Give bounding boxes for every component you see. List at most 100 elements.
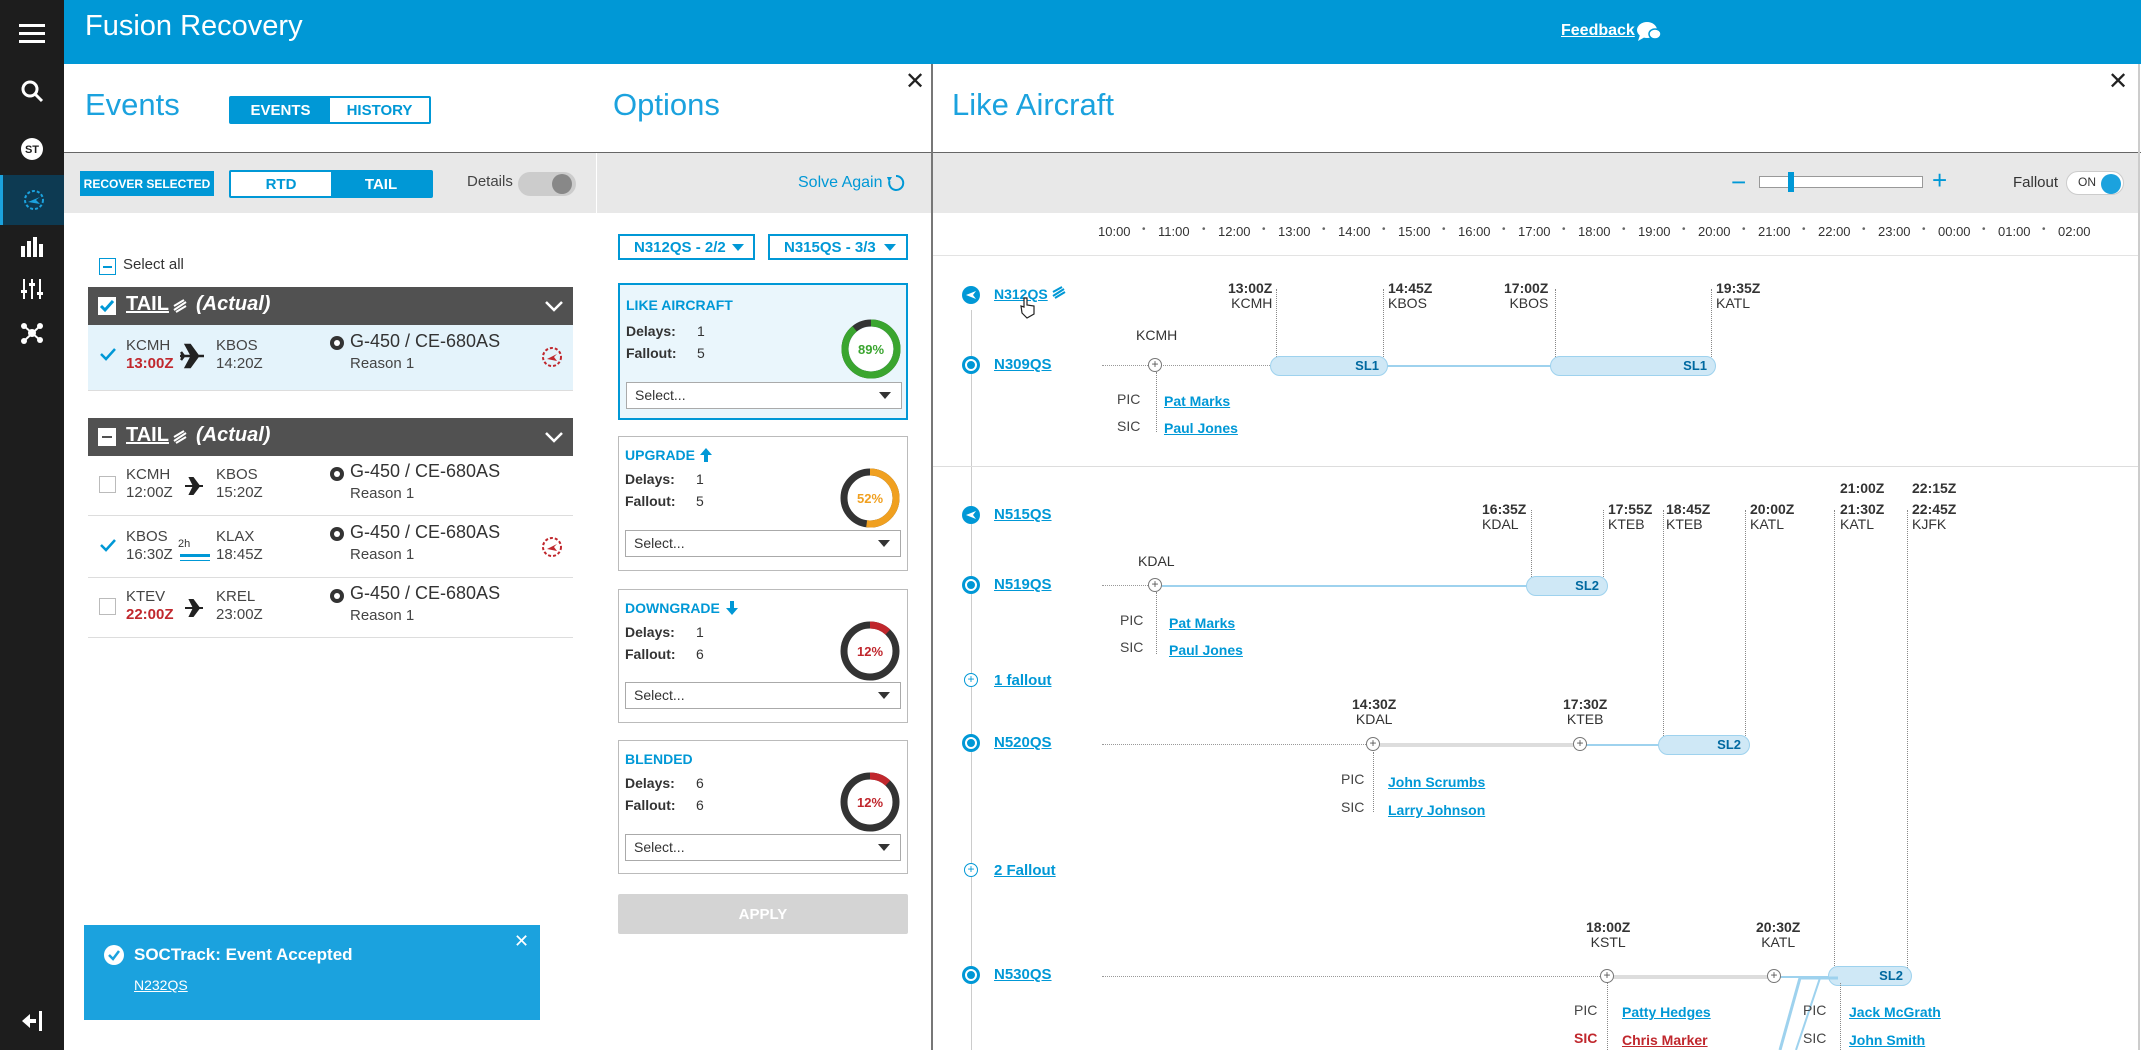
row-checkbox[interactable] xyxy=(99,598,116,615)
sic-crew-link[interactable]: Larry Johnson xyxy=(1388,802,1486,818)
add-node-icon[interactable]: + xyxy=(1600,969,1614,983)
pic-crew-link[interactable]: John Scrumbs xyxy=(1388,774,1486,790)
close-toast-icon[interactable]: ✕ xyxy=(514,931,530,951)
feedback-icon[interactable] xyxy=(1636,21,1662,43)
segment-bar[interactable]: SL1 xyxy=(1550,356,1716,376)
pic-crew-link[interactable]: Jack McGrath xyxy=(1849,1004,1941,1020)
check-icon[interactable] xyxy=(100,347,116,361)
segment-bar[interactable]: SL1 xyxy=(1270,356,1388,376)
option-card-upgrade[interactable]: UPGRADE Delays: 1 Fallout: 5 52% Select.… xyxy=(618,436,908,571)
menu-icon[interactable] xyxy=(0,8,64,58)
tab-rtd[interactable]: RTD xyxy=(231,172,331,196)
delays-value: 6 xyxy=(696,775,704,791)
feedback-link[interactable]: Feedback xyxy=(1561,22,1635,39)
zoom-in-icon[interactable]: + xyxy=(1932,165,1948,195)
tail-dropdown[interactable]: N312QS - 2/2 xyxy=(618,234,755,260)
fallout-link[interactable]: 2 Fallout xyxy=(994,862,1056,879)
check-circle-icon xyxy=(104,945,124,965)
details-toggle[interactable] xyxy=(518,172,576,196)
option-card-downgrade[interactable]: DOWNGRADE Delays: 1 Fallout: 6 12% Selec… xyxy=(618,589,908,723)
segment-bar[interactable]: SL2 xyxy=(1828,966,1912,986)
chart-icon[interactable] xyxy=(0,222,64,272)
tab-history[interactable]: HISTORY xyxy=(330,98,429,122)
st-icon[interactable]: ST xyxy=(0,124,64,174)
fallout-toggle[interactable]: ON xyxy=(2066,171,2124,195)
event-tail-link[interactable]: N312QS xyxy=(994,286,1048,302)
sic-label: SIC xyxy=(1120,639,1144,655)
pic-crew-link[interactable]: Pat Marks xyxy=(1164,393,1231,409)
fallout-label: Fallout: xyxy=(625,646,676,662)
option-select[interactable]: Select... xyxy=(625,530,901,557)
add-node-icon[interactable]: + xyxy=(1767,969,1781,983)
sic-crew-link[interactable]: Paul Jones xyxy=(1169,642,1243,658)
expand-fallout-icon[interactable]: + xyxy=(964,673,978,687)
recover-selected-button[interactable]: RECOVER SELECTED xyxy=(80,171,214,196)
option-select[interactable]: Select... xyxy=(625,682,901,709)
recovery-icon[interactable] xyxy=(0,175,64,225)
group-tail-label: TAIL xyxy=(126,293,169,315)
refresh-icon[interactable] xyxy=(886,173,906,193)
network-icon[interactable] xyxy=(0,308,64,358)
group-checkbox[interactable] xyxy=(98,428,116,446)
pic-crew-link[interactable]: Pat Marks xyxy=(1169,615,1236,631)
tail-group-header[interactable]: TAIL (Actual) xyxy=(88,287,573,325)
pic-label: PIC xyxy=(1803,1002,1827,1018)
row-checkbox[interactable] xyxy=(99,476,116,493)
event-tail-link[interactable]: N515QS xyxy=(994,506,1052,523)
tab-tail[interactable]: TAIL xyxy=(331,172,431,196)
list-item[interactable]: KTEV 22:00Z KREL 23:00Z G-450 / CE-680AS… xyxy=(88,578,573,638)
tail-group-header[interactable]: TAIL (Actual) xyxy=(88,418,573,456)
arr-airport: KLAX xyxy=(216,528,255,545)
zoom-slider-handle[interactable] xyxy=(1788,172,1794,192)
tab-events[interactable]: EVENTS xyxy=(231,98,330,122)
recovery-tail-link[interactable]: N309QS xyxy=(994,356,1052,373)
check-icon[interactable] xyxy=(100,538,116,552)
pic-crew-link[interactable]: Patty Hedges xyxy=(1622,1004,1711,1020)
time-tick: 11:00 xyxy=(1158,224,1190,239)
sic-crew-link[interactable]: Paul Jones xyxy=(1164,420,1238,436)
select-all-checkbox[interactable] xyxy=(99,258,116,275)
list-item[interactable]: KCMH 12:00Z KBOS 15:20Z G-450 / CE-680AS… xyxy=(88,456,573,516)
tail-dropdown-label: N315QS - 3/3 xyxy=(784,238,876,256)
stack-icon xyxy=(173,299,187,313)
add-node-icon[interactable]: + xyxy=(1366,737,1380,751)
zoom-out-icon[interactable]: − xyxy=(1731,167,1747,197)
delays-label: Delays: xyxy=(626,323,676,339)
tail-link[interactable]: N530QS xyxy=(994,966,1052,983)
recovery-tail-link[interactable]: N519QS xyxy=(994,576,1052,593)
option-select[interactable]: Select... xyxy=(625,834,901,861)
add-node-icon[interactable]: + xyxy=(1148,578,1162,592)
donut-arc xyxy=(841,319,901,379)
time-tick-dot: • xyxy=(1802,224,1806,235)
close-events-icon[interactable]: ✕ xyxy=(905,68,926,95)
sliders-icon[interactable] xyxy=(0,264,64,314)
option-card-like-aircraft[interactable]: LIKE AIRCRAFT Delays: 1 Fallout: 5 89% S… xyxy=(618,283,908,420)
chevron-down-icon[interactable] xyxy=(545,431,563,443)
zoom-slider[interactable] xyxy=(1759,176,1923,188)
tail-link[interactable]: N520QS xyxy=(994,734,1052,751)
group-checkbox[interactable] xyxy=(98,297,116,315)
time-label: 17:55Z KTEB xyxy=(1608,502,1652,532)
expand-fallout-icon[interactable]: + xyxy=(964,863,978,877)
chevron-down-icon[interactable] xyxy=(545,300,563,312)
apply-button[interactable]: APPLY xyxy=(618,894,908,934)
add-node-icon[interactable]: + xyxy=(1573,737,1587,751)
tail-dropdown[interactable]: N315QS - 3/3 xyxy=(768,234,908,260)
sic-crew-link[interactable]: John Smith xyxy=(1849,1032,1926,1048)
close-like-aircraft-icon[interactable]: ✕ xyxy=(2108,68,2129,95)
time-label: 13:00Z KCMH xyxy=(1228,281,1272,311)
logout-icon[interactable] xyxy=(0,996,64,1046)
delays-value: 1 xyxy=(697,323,705,339)
toast-link[interactable]: N232QS xyxy=(134,977,188,993)
search-icon[interactable] xyxy=(0,66,64,116)
list-item[interactable]: KBOS 16:30Z 2h KLAX 18:45Z G-450 / CE-68… xyxy=(88,516,573,578)
option-select[interactable]: Select... xyxy=(626,382,902,409)
segment-bar[interactable]: SL2 xyxy=(1526,576,1608,596)
add-node-icon[interactable]: + xyxy=(1148,358,1162,372)
fallout-link[interactable]: 1 fallout xyxy=(994,672,1052,689)
list-item[interactable]: KCMH 13:00Z KBOS 14:20Z G-450 / CE-680AS… xyxy=(88,325,573,391)
option-card-blended[interactable]: BLENDED Delays: 6 Fallout: 6 12% Select.… xyxy=(618,740,908,874)
sic-crew-link[interactable]: Chris Marker xyxy=(1622,1032,1708,1048)
solve-again-button[interactable]: Solve Again xyxy=(798,174,883,191)
segment-bar[interactable]: SL2 xyxy=(1658,735,1750,755)
